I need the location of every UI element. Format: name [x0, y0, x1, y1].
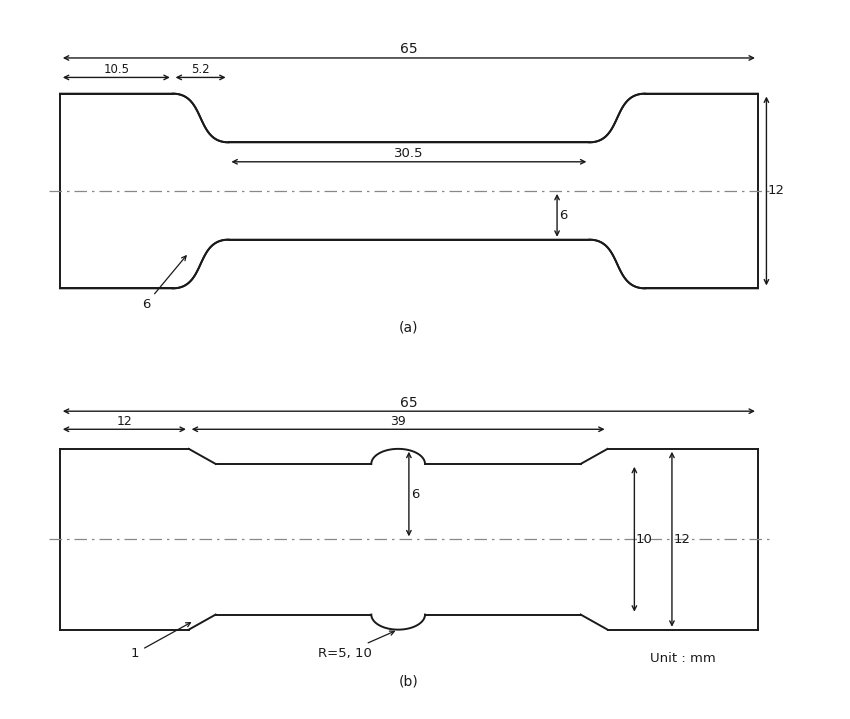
Text: 10: 10 [636, 533, 653, 546]
Text: R=5, 10: R=5, 10 [318, 631, 394, 660]
Text: 1: 1 [131, 623, 190, 660]
Text: (b): (b) [399, 675, 419, 689]
Text: 12: 12 [673, 533, 690, 546]
Text: 65: 65 [400, 395, 417, 410]
Text: 5.2: 5.2 [191, 63, 210, 76]
Text: 65: 65 [400, 42, 417, 56]
Text: (a): (a) [400, 321, 419, 335]
Text: 12: 12 [116, 415, 133, 428]
Text: 6: 6 [142, 256, 186, 311]
Text: 12: 12 [768, 185, 785, 198]
Text: Unit : mm: Unit : mm [649, 652, 716, 665]
Text: 30.5: 30.5 [394, 147, 423, 160]
Text: 39: 39 [390, 415, 406, 428]
Text: 6: 6 [411, 487, 419, 500]
Text: 10.5: 10.5 [104, 63, 129, 76]
Text: 6: 6 [559, 209, 568, 222]
